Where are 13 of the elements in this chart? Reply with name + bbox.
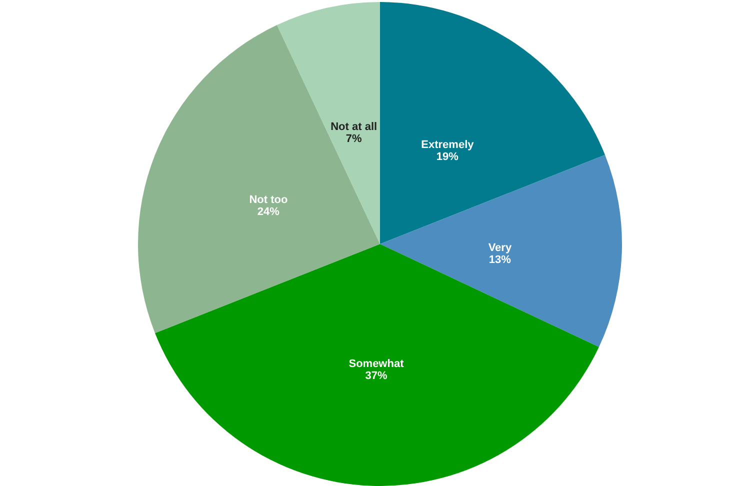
- data-label: 37%: [365, 370, 388, 382]
- data-label: 13%: [488, 254, 512, 266]
- data-label: 24%: [257, 206, 280, 218]
- slice-label: Not too: [249, 194, 288, 206]
- data-label: 19%: [436, 150, 459, 163]
- pie-slice: [138, 25, 380, 334]
- slice-label: Extremely: [421, 138, 475, 151]
- slice-label: Somewhat: [348, 358, 404, 370]
- pie-slice: [380, 2, 606, 244]
- slice-label: Not at all: [330, 120, 378, 133]
- slice-label: Very: [488, 242, 512, 254]
- data-label: 7%: [346, 132, 362, 145]
- pie-slice: [154, 244, 599, 486]
